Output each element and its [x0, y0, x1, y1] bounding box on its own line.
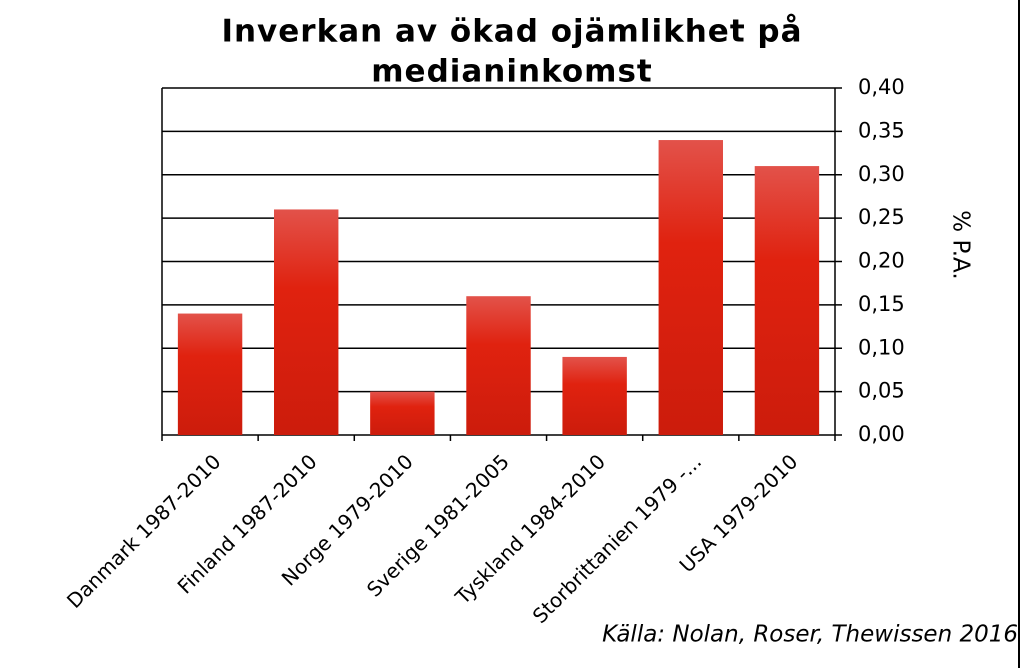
y-tick-label: 0,30 [858, 162, 905, 186]
source-note: Källa: Nolan, Roser, Thewissen 2016 [602, 622, 1018, 648]
chart-title: medianinkomst [371, 54, 652, 90]
bar [466, 296, 531, 435]
y-tick-label: 0,10 [858, 335, 905, 359]
bar [754, 166, 820, 435]
y-tick-label: 0,20 [858, 249, 905, 273]
y-tick-label: 0,25 [858, 205, 905, 229]
x-tick-label: Danmark 1987-2010 [62, 449, 226, 613]
y-tick-label: 0,05 [858, 379, 905, 403]
y-tick-label: 0,35 [858, 118, 905, 142]
bar [274, 209, 339, 435]
bar [370, 391, 435, 435]
x-tick-label: Storbrittanien 1979 -... [528, 449, 707, 628]
chart-title: Inverkan av ökad ojämlikhet på [221, 14, 802, 50]
bar [658, 140, 723, 436]
y-tick-label: 0,00 [858, 422, 905, 446]
y-axis-label: % P.A. [948, 210, 974, 279]
y-tick-label: 0,40 [858, 75, 905, 99]
bar [562, 356, 627, 435]
y-tick-label: 0,15 [858, 292, 905, 316]
bar [177, 313, 243, 435]
